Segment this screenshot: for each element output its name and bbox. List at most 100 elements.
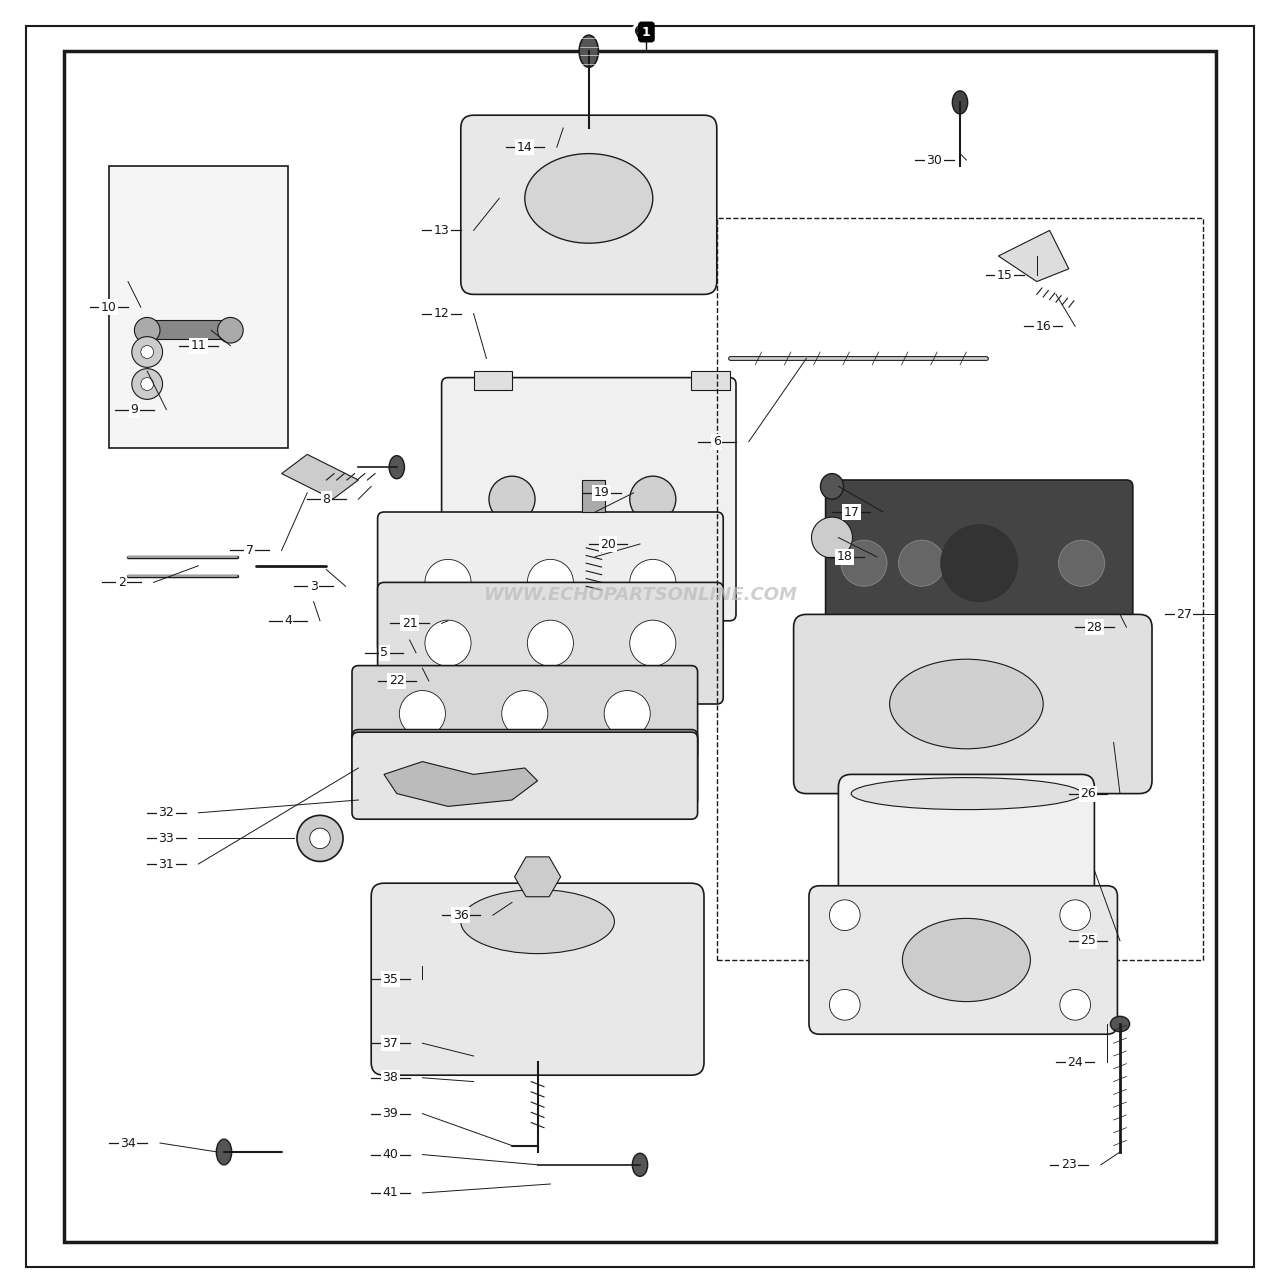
Ellipse shape: [389, 456, 404, 479]
FancyBboxPatch shape: [826, 480, 1133, 646]
Text: 16: 16: [1036, 320, 1051, 333]
Circle shape: [630, 559, 676, 605]
Text: 1: 1: [643, 26, 650, 38]
FancyBboxPatch shape: [371, 883, 704, 1075]
FancyBboxPatch shape: [794, 614, 1152, 794]
Circle shape: [310, 828, 330, 849]
FancyBboxPatch shape: [809, 886, 1117, 1034]
Text: 3: 3: [310, 580, 317, 593]
Text: 26: 26: [1080, 787, 1096, 800]
Bar: [582, 480, 605, 512]
Ellipse shape: [525, 154, 653, 243]
Circle shape: [956, 540, 1002, 586]
Text: 41: 41: [383, 1187, 398, 1199]
Text: 38: 38: [383, 1071, 398, 1084]
FancyBboxPatch shape: [352, 730, 698, 806]
Polygon shape: [384, 762, 538, 806]
Circle shape: [604, 691, 650, 737]
Bar: [691, 371, 730, 390]
Circle shape: [527, 559, 573, 605]
Text: 4: 4: [284, 614, 292, 627]
FancyBboxPatch shape: [378, 512, 723, 653]
Text: 7: 7: [246, 544, 253, 557]
Circle shape: [812, 517, 852, 558]
Text: 22: 22: [389, 675, 404, 687]
Polygon shape: [282, 454, 358, 499]
Text: 32: 32: [159, 806, 174, 819]
Text: 35: 35: [383, 973, 398, 986]
Text: 1: 1: [641, 26, 652, 38]
Text: ❶: ❶: [634, 24, 646, 40]
Text: 12: 12: [434, 307, 449, 320]
Polygon shape: [515, 856, 561, 897]
Bar: [717, 218, 1203, 960]
Circle shape: [1060, 900, 1091, 931]
Text: 8: 8: [323, 493, 330, 506]
Circle shape: [941, 525, 1018, 602]
Text: 11: 11: [191, 339, 206, 352]
Text: 2: 2: [118, 576, 125, 589]
Circle shape: [425, 559, 471, 605]
Text: 6: 6: [713, 435, 721, 448]
Text: 25: 25: [1080, 934, 1096, 947]
Ellipse shape: [902, 919, 1030, 1001]
Circle shape: [604, 745, 650, 791]
Circle shape: [899, 540, 945, 586]
Text: 40: 40: [383, 1148, 398, 1161]
Text: 28: 28: [1087, 621, 1102, 634]
FancyBboxPatch shape: [352, 666, 698, 762]
Text: 36: 36: [453, 909, 468, 922]
Circle shape: [425, 621, 471, 667]
Text: 31: 31: [159, 858, 174, 870]
Bar: [147, 320, 230, 339]
Circle shape: [630, 476, 676, 522]
Circle shape: [655, 527, 701, 573]
Text: 14: 14: [517, 141, 532, 154]
Text: 18: 18: [837, 550, 852, 563]
Circle shape: [132, 369, 163, 399]
Ellipse shape: [851, 778, 1082, 810]
Text: 10: 10: [101, 301, 116, 314]
Circle shape: [297, 815, 343, 861]
Circle shape: [540, 527, 586, 573]
Text: 39: 39: [383, 1107, 398, 1120]
Text: 37: 37: [383, 1037, 398, 1050]
Text: 23: 23: [1061, 1158, 1076, 1171]
Circle shape: [527, 621, 573, 667]
Circle shape: [502, 745, 548, 791]
Bar: [474, 371, 512, 390]
Polygon shape: [998, 230, 1069, 282]
Circle shape: [502, 691, 548, 737]
Circle shape: [841, 540, 887, 586]
Text: 20: 20: [600, 538, 616, 550]
Circle shape: [489, 476, 535, 522]
Circle shape: [1060, 989, 1091, 1020]
Ellipse shape: [820, 474, 844, 499]
Text: 33: 33: [159, 832, 174, 845]
Text: 30: 30: [927, 154, 942, 166]
FancyBboxPatch shape: [461, 115, 717, 294]
Text: 17: 17: [844, 506, 859, 518]
Ellipse shape: [632, 1153, 648, 1176]
Bar: [109, 166, 288, 448]
Ellipse shape: [1111, 1016, 1129, 1032]
Text: WWW.ECHOPARTSONLINE.COM: WWW.ECHOPARTSONLINE.COM: [483, 586, 797, 604]
Circle shape: [829, 989, 860, 1020]
FancyBboxPatch shape: [838, 774, 1094, 922]
Text: 27: 27: [1176, 608, 1192, 621]
Text: 9: 9: [131, 403, 138, 416]
Circle shape: [399, 745, 445, 791]
Circle shape: [399, 691, 445, 737]
Ellipse shape: [952, 91, 968, 114]
Ellipse shape: [580, 36, 599, 68]
Text: 34: 34: [120, 1137, 136, 1149]
Ellipse shape: [216, 1139, 232, 1165]
Text: 15: 15: [997, 269, 1012, 282]
Circle shape: [141, 378, 154, 390]
Circle shape: [218, 317, 243, 343]
Circle shape: [132, 337, 163, 367]
Circle shape: [829, 900, 860, 931]
Ellipse shape: [890, 659, 1043, 749]
Circle shape: [630, 621, 676, 667]
Circle shape: [141, 346, 154, 358]
